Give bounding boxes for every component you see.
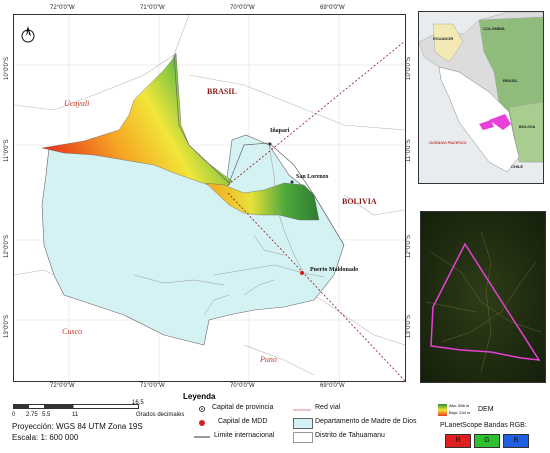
district-dem-east [205, 182, 320, 221]
international-limit [173, 54, 345, 246]
right-tick-1: 10°0'0"S [406, 56, 412, 80]
bottom-tick-1: 72°0'0"W [50, 383, 75, 389]
inset-label-chile: CHILE [511, 164, 523, 169]
regional-boundaries [14, 15, 405, 376]
inset-label-ecuador: ECUADOR [433, 36, 454, 41]
inset-satellite [420, 211, 546, 383]
dem-swatch [438, 404, 447, 416]
scalebar-tick-3: 11 [72, 412, 79, 418]
dem-low-label: Bajo: 244 m [449, 410, 471, 415]
town-marker-san-lorenzo [290, 180, 294, 184]
planet-label: PLanetScope Bandas RGB: [440, 422, 527, 429]
top-tick-4: 69°0'0"W [320, 5, 345, 11]
main-map: N Ucayali BRASIL BOLIVIA Cusco Puno Iñap… [13, 14, 406, 382]
legend-label-capital-provincia: Capital de provincia [212, 404, 274, 411]
callout-line-top [227, 40, 405, 186]
dem-label: DEM [478, 406, 494, 413]
projection-text: Proyección: WGS 84 UTM Zona 19S [12, 422, 143, 431]
capital-provincia-icon [199, 406, 205, 412]
bottom-tick-3: 70°0'0"W [230, 383, 255, 389]
departamento-swatch [293, 418, 313, 429]
region-label-puno: Puno [260, 355, 277, 364]
left-tick-4: 13°0'0"S [4, 314, 10, 338]
left-tick-3: 12°0'0"S [4, 234, 10, 258]
scalebar-tick-0: 0 [12, 412, 16, 418]
inset-label-brasil: BRASIL [503, 78, 518, 83]
band-g: G [474, 434, 500, 448]
limite-line-icon [194, 436, 210, 438]
town-label-puerto-maldonado: Puerto Maldonado [310, 267, 359, 273]
inset-label-bolivia: BOLIVIA [519, 124, 536, 129]
band-b: B [503, 434, 529, 448]
capital-mdd-icon [199, 420, 205, 426]
scalebar-bar [13, 404, 139, 409]
inset-satellite-svg [421, 212, 545, 382]
inset-label-ocean: OCEANO PACIFICO [429, 140, 467, 145]
callout-line-bottom [227, 192, 405, 381]
north-arrow-icon [21, 26, 35, 43]
top-tick-3: 70°0'0"W [230, 5, 255, 11]
distrito-swatch [293, 432, 313, 443]
town-marker-puerto-maldonado [300, 271, 304, 275]
dem-high-label: Alto: 556 m [449, 403, 470, 408]
left-tick-1: 10°0'0"S [4, 56, 10, 80]
bottom-tick-4: 69°0'0"W [320, 383, 345, 389]
scalebar-tick-2: 5.5 [42, 412, 51, 418]
legend-label-distrito: Distrito de Tahuamanu [315, 432, 385, 439]
scalebar: 0 2.75 5.5 11 16.5 Grados decimales Proy… [10, 396, 184, 452]
red-vial-line-icon [293, 409, 311, 411]
district-boundary-satellite [430, 242, 541, 361]
band-r: R [445, 434, 471, 448]
legend-label-capital-mdd: Capital de MDD [218, 418, 268, 425]
right-tick-4: 13°0'0"S [406, 314, 412, 338]
region-label-cusco: Cusco [62, 327, 82, 336]
bottom-tick-2: 71°0'0"W [140, 383, 165, 389]
scalebar-unit: Grados decimales [136, 412, 185, 418]
region-label-bolivia: BOLIVIA [342, 197, 377, 206]
road-network [133, 144, 325, 316]
inset-country-svg [419, 12, 543, 183]
legend-label-limite: Limite internacional [214, 432, 275, 439]
legend-label-red-vial: Red vial [315, 404, 341, 411]
north-arrow: N [20, 25, 36, 45]
left-tick-2: 11°0'0"S [4, 139, 10, 162]
region-label-brasil: BRASIL [207, 87, 237, 96]
scalebar-tick-1: 2.75 [26, 412, 38, 418]
region-label-ucayali: Ucayali [64, 99, 90, 108]
scale-text: Escala: 1: 600 000 [12, 433, 79, 442]
top-tick-2: 71°0'0"W [140, 5, 165, 11]
main-map-svg [14, 15, 405, 381]
town-marker-inapari [268, 142, 272, 146]
scalebar-tick-4: 16.5 [132, 400, 144, 406]
town-label-inapari: Iñapari [270, 128, 290, 134]
town-label-san-lorenzo: San Lorenzo [296, 174, 329, 180]
north-arrow-label: N [25, 32, 30, 38]
legend-title: Leyenda [183, 392, 216, 401]
right-tick-3: 12°0'0"S [406, 234, 412, 258]
inset-label-colombia: COLOMBIA [483, 26, 505, 31]
top-tick-1: 72°0'0"W [50, 5, 75, 11]
legend-label-departamento: Departamento de Madre de Dios [315, 418, 417, 425]
right-tick-2: 11°0'0"S [406, 139, 412, 162]
inset-country: ECUADOR COLOMBIA BRASIL BOLIVIA OCEANO P… [418, 11, 544, 184]
